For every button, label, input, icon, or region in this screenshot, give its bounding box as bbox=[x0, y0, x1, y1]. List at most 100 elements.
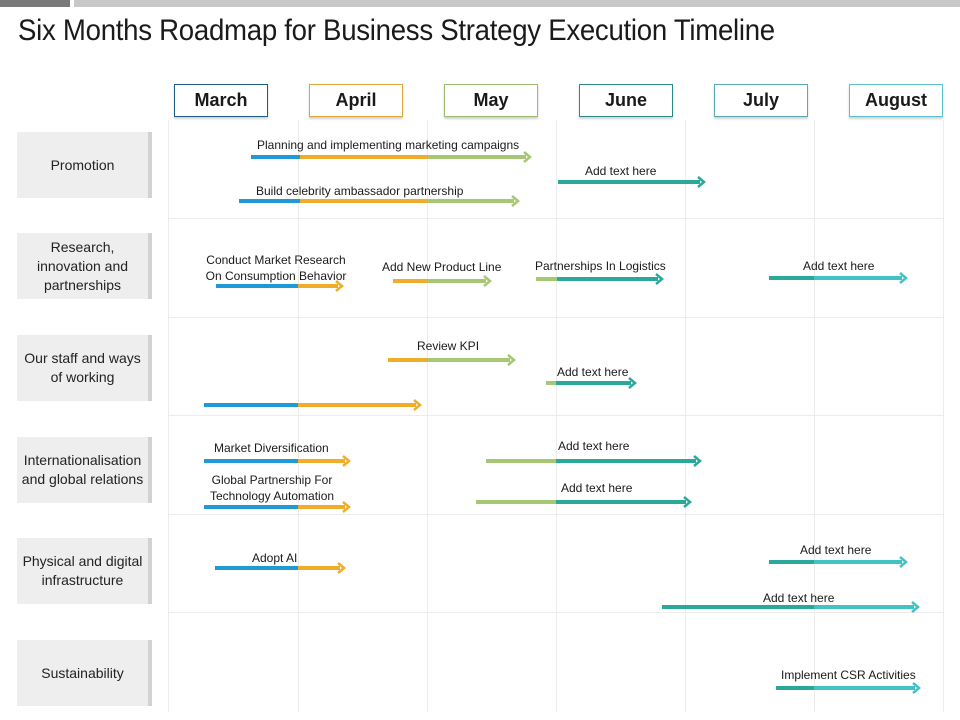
timeline-arrow-segment bbox=[298, 566, 340, 570]
timeline-arrow-segment bbox=[216, 284, 298, 288]
timeline-arrow-segment bbox=[428, 199, 514, 203]
grid-line bbox=[943, 120, 944, 712]
grid-line bbox=[814, 120, 815, 712]
timeline-arrow bbox=[776, 682, 923, 694]
timeline-arrow-segment bbox=[556, 459, 696, 463]
task-label: Conduct Market Research On Consumption B… bbox=[205, 253, 347, 283]
month-april: April bbox=[309, 84, 403, 117]
timeline-arrow-segment bbox=[204, 459, 298, 463]
month-june: June bbox=[579, 84, 673, 117]
task-label: Global Partnership For Technology Automa… bbox=[209, 473, 335, 503]
task-label: Build celebrity ambassador partnership bbox=[256, 184, 464, 198]
timeline-arrow-segment bbox=[298, 505, 345, 509]
timeline-arrow-segment bbox=[557, 277, 658, 281]
timeline-arrow-segment bbox=[388, 358, 428, 362]
row-separator bbox=[168, 317, 944, 318]
row-label-international: Internationalisation and global relation… bbox=[17, 437, 152, 503]
timeline-arrow-segment bbox=[486, 459, 556, 463]
timeline-arrow-segment bbox=[298, 284, 338, 288]
arrowhead-icon bbox=[523, 151, 532, 163]
row-label-sustainability: Sustainability bbox=[17, 640, 152, 706]
timeline-arrow bbox=[239, 195, 522, 207]
row-label-promotion: Promotion bbox=[17, 132, 152, 198]
timeline-arrow-segment bbox=[558, 180, 700, 184]
arrowhead-icon bbox=[697, 176, 706, 188]
arrowhead-icon bbox=[628, 377, 637, 389]
timeline-arrow-segment bbox=[814, 276, 902, 280]
arrowhead-icon bbox=[511, 195, 520, 207]
timeline-arrow bbox=[662, 601, 922, 613]
task-label: Add text here bbox=[558, 439, 630, 453]
arrowhead-icon bbox=[337, 562, 346, 574]
arrowhead-icon bbox=[342, 455, 351, 467]
task-label: Review KPI bbox=[417, 339, 480, 353]
task-label: Add text here bbox=[585, 164, 657, 178]
timeline-arrow-segment bbox=[814, 560, 902, 564]
timeline-arrow-segment bbox=[298, 459, 345, 463]
arrowhead-icon bbox=[911, 601, 920, 613]
timeline-arrow-segment bbox=[662, 605, 814, 609]
timeline-arrow-segment bbox=[204, 403, 298, 407]
row-label-staff: Our staff and ways of working bbox=[17, 335, 152, 401]
arrowhead-icon bbox=[507, 354, 516, 366]
row-label-infrastructure: Physical and digital infrastructure bbox=[17, 538, 152, 604]
timeline-arrow-segment bbox=[776, 686, 814, 690]
top-accent-bar bbox=[0, 0, 960, 7]
timeline-arrow bbox=[536, 273, 666, 285]
arrowhead-icon bbox=[693, 455, 702, 467]
timeline-arrow bbox=[393, 275, 494, 287]
timeline-arrow-segment bbox=[769, 560, 814, 564]
grid-line bbox=[427, 120, 428, 712]
timeline-arrow-segment bbox=[476, 500, 556, 504]
arrowhead-icon bbox=[483, 275, 492, 287]
timeline-arrow-segment bbox=[556, 381, 631, 385]
grid-line bbox=[556, 120, 557, 712]
timeline-arrow bbox=[204, 501, 353, 513]
timeline-arrow-segment bbox=[204, 505, 298, 509]
grid-line bbox=[685, 120, 686, 712]
arrowhead-icon bbox=[655, 273, 664, 285]
grid-line bbox=[298, 120, 299, 712]
timeline-arrow bbox=[215, 562, 348, 574]
task-label: Implement CSR Activities bbox=[781, 668, 916, 682]
task-label: Add text here bbox=[557, 365, 629, 379]
timeline-arrow-segment bbox=[428, 358, 510, 362]
month-march: March bbox=[174, 84, 268, 117]
timeline-arrow-segment bbox=[428, 155, 526, 159]
row-separator bbox=[168, 218, 944, 219]
timeline-arrow-segment bbox=[393, 279, 428, 283]
task-label: Add text here bbox=[763, 591, 835, 605]
timeline-arrow-segment bbox=[769, 276, 814, 280]
grid-line bbox=[168, 120, 169, 712]
timeline-arrow bbox=[486, 455, 704, 467]
timeline-arrow-segment bbox=[814, 605, 914, 609]
row-separator bbox=[168, 415, 944, 416]
top-accent-light bbox=[74, 0, 960, 7]
arrowhead-icon bbox=[335, 280, 344, 292]
timeline-arrow-segment bbox=[814, 686, 915, 690]
task-label: Partnerships In Logistics bbox=[535, 259, 666, 273]
timeline-arrow-segment bbox=[239, 199, 300, 203]
row-separator bbox=[168, 612, 944, 613]
arrowhead-icon bbox=[912, 682, 921, 694]
task-label: Add text here bbox=[800, 543, 872, 557]
arrowhead-icon bbox=[683, 496, 692, 508]
timeline-arrow bbox=[216, 280, 346, 292]
timeline-arrow-segment bbox=[536, 277, 557, 281]
timeline-arrow bbox=[388, 354, 518, 366]
timeline-arrow-segment bbox=[300, 155, 428, 159]
timeline-arrow bbox=[558, 176, 708, 188]
timeline-arrow-segment bbox=[546, 381, 556, 385]
arrowhead-icon bbox=[342, 501, 351, 513]
timeline-arrow-segment bbox=[556, 500, 686, 504]
timeline-arrow bbox=[204, 455, 353, 467]
top-accent-dark bbox=[0, 0, 70, 7]
timeline-arrow bbox=[204, 399, 424, 411]
timeline-arrow bbox=[251, 151, 534, 163]
page-title: Six Months Roadmap for Business Strategy… bbox=[18, 14, 775, 47]
timeline-arrow bbox=[769, 556, 910, 568]
task-label: Market Diversification bbox=[214, 441, 329, 455]
timeline-arrow bbox=[476, 496, 694, 508]
timeline-arrow bbox=[769, 272, 910, 284]
row-label-research: Research, innovation and partnerships bbox=[17, 233, 152, 299]
